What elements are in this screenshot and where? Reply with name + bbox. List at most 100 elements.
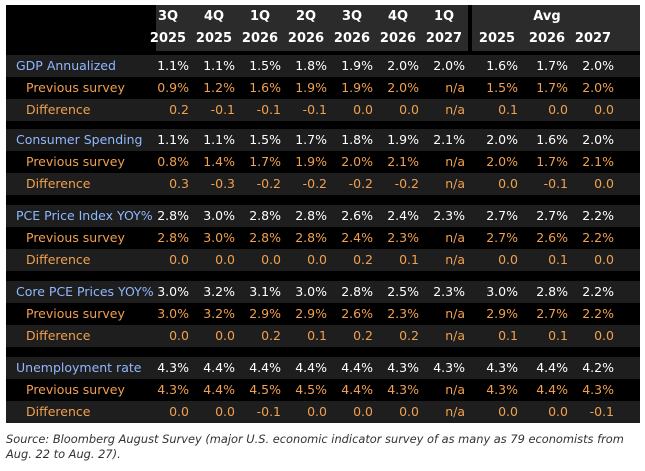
indicator-row: Consumer Spending 1.1% 1.1% 1.5% 1.7% 1.8% 1.9…: [6, 129, 640, 151]
value-cell: 4.2%: [582, 360, 614, 375]
value-cell: 2.7%: [486, 230, 518, 245]
value-cell: 0.1: [399, 252, 419, 267]
value-cell: 0.0: [548, 102, 568, 117]
row-background: [6, 379, 640, 401]
row-background: [6, 77, 640, 99]
row-label: Difference: [26, 102, 91, 117]
previous-survey-row: Previous survey 2.8% 3.0% 2.8% 2.8% 2.4% 2.3% n…: [6, 227, 640, 249]
indicator-group: Core PCE Prices YOY% 3.0% 3.2% 3.1% 3.0% 2.8%…: [6, 278, 640, 347]
value-cell: 0.0: [498, 176, 518, 191]
value-cell: 0.0: [498, 252, 518, 267]
value-cell: 0.0: [169, 252, 189, 267]
row-background: [6, 205, 640, 227]
value-cell: -0.2: [302, 176, 327, 191]
row-background: [6, 129, 640, 151]
value-cell: 2.1%: [387, 154, 419, 169]
value-cell: 4.4%: [203, 382, 235, 397]
value-cell: n/a: [445, 80, 465, 95]
row-label: Previous survey: [26, 382, 125, 397]
row-background: [6, 249, 640, 271]
value-cell: 1.9%: [387, 132, 419, 147]
header-year: 2027: [425, 31, 463, 46]
header-avg: Avg: [533, 9, 561, 24]
value-cell: 0.2: [261, 328, 281, 343]
value-cell: n/a: [445, 252, 465, 267]
value-cell: 1.1%: [157, 132, 189, 147]
value-cell: 2.8%: [157, 208, 189, 223]
row-background: [6, 173, 640, 195]
value-cell: 1.1%: [203, 58, 235, 73]
value-cell: 0.0: [169, 328, 189, 343]
value-cell: n/a: [445, 306, 465, 321]
value-cell: 2.2%: [582, 208, 614, 223]
value-cell: 2.0%: [486, 154, 518, 169]
previous-survey-row: Previous survey 0.9% 1.2% 1.6% 1.9% 1.9% 2.0% n…: [6, 77, 640, 99]
value-cell: 2.3%: [387, 306, 419, 321]
value-cell: 2.8%: [295, 230, 327, 245]
value-cell: n/a: [445, 230, 465, 245]
value-cell: 0.0: [353, 404, 373, 419]
value-cell: 1.4%: [203, 154, 235, 169]
value-cell: 4.3%: [387, 360, 419, 375]
value-cell: 0.2: [169, 102, 189, 117]
value-cell: -0.2: [394, 176, 419, 191]
header-year: 2025: [195, 31, 233, 46]
indicator-row: PCE Price Index YOY% 2.8% 3.0% 2.8% 2.8% 2.6%…: [6, 205, 640, 227]
value-cell: 2.7%: [486, 208, 518, 223]
row-label: GDP Annualized: [16, 58, 116, 73]
value-cell: 3.0%: [203, 230, 235, 245]
value-cell: 2.2%: [582, 230, 614, 245]
value-cell: n/a: [445, 102, 465, 117]
value-cell: 0.0: [594, 252, 614, 267]
value-cell: n/a: [445, 382, 465, 397]
value-cell: 1.9%: [341, 80, 373, 95]
value-cell: 1.6%: [249, 80, 281, 95]
value-cell: 0.0: [169, 404, 189, 419]
value-cell: 1.8%: [341, 132, 373, 147]
value-cell: 1.7%: [536, 58, 568, 73]
value-cell: 2.9%: [249, 306, 281, 321]
value-cell: 1.5%: [486, 80, 518, 95]
value-cell: -0.2: [348, 176, 373, 191]
row-label: Previous survey: [26, 154, 125, 169]
value-cell: 2.8%: [341, 284, 373, 299]
value-cell: 3.0%: [157, 284, 189, 299]
source-note: Source: Bloomberg August Survey (major U…: [6, 432, 624, 461]
value-cell: 2.0%: [387, 58, 419, 73]
value-cell: -0.1: [256, 404, 281, 419]
row-background: [6, 99, 640, 121]
value-cell: 2.7%: [536, 208, 568, 223]
value-cell: 0.0: [215, 252, 235, 267]
value-cell: 2.1%: [433, 132, 465, 147]
previous-survey-row: Previous survey 0.8% 1.4% 1.7% 1.9% 2.0% 2.1% n…: [6, 151, 640, 173]
value-cell: 0.0: [353, 102, 373, 117]
value-cell: 2.4%: [341, 230, 373, 245]
value-cell: 3.2%: [203, 306, 235, 321]
value-cell: 4.4%: [341, 360, 373, 375]
header-quarter: 3Q: [157, 9, 179, 24]
difference-row: Difference 0.0 0.0 0.2 0.1 0.2 0.2 n/a 0.1 0.1 0.0: [6, 325, 640, 347]
row-label: PCE Price Index YOY%: [16, 208, 153, 223]
value-cell: 1.2%: [203, 80, 235, 95]
value-cell: 0.8%: [157, 154, 189, 169]
value-cell: 0.0: [498, 404, 518, 419]
header-year: 2025: [149, 31, 187, 46]
value-cell: 4.4%: [536, 382, 568, 397]
value-cell: 0.0: [307, 404, 327, 419]
value-cell: 0.3: [169, 176, 189, 191]
difference-row: Difference 0.2 -0.1 -0.1 -0.1 0.0 0.0 n/a 0.1 0.0…: [6, 99, 640, 121]
value-cell: 4.3%: [157, 382, 189, 397]
value-cell: 2.3%: [433, 208, 465, 223]
header-bg-quarters: [156, 5, 468, 51]
value-cell: n/a: [445, 404, 465, 419]
value-cell: 1.7%: [536, 80, 568, 95]
value-cell: 1.1%: [157, 58, 189, 73]
value-cell: 0.1: [498, 102, 518, 117]
value-cell: 0.0: [307, 252, 327, 267]
difference-row: Difference 0.0 0.0 -0.1 0.0 0.0 0.0 n/a 0.0 0.0 -0…: [6, 401, 640, 423]
value-cell: 0.2: [353, 252, 373, 267]
value-cell: 4.3%: [157, 360, 189, 375]
value-cell: n/a: [445, 328, 465, 343]
value-cell: 0.0: [594, 328, 614, 343]
indicator-row: GDP Annualized 1.1% 1.1% 1.5% 1.8% 1.9% 2.0% 2.…: [6, 55, 640, 77]
